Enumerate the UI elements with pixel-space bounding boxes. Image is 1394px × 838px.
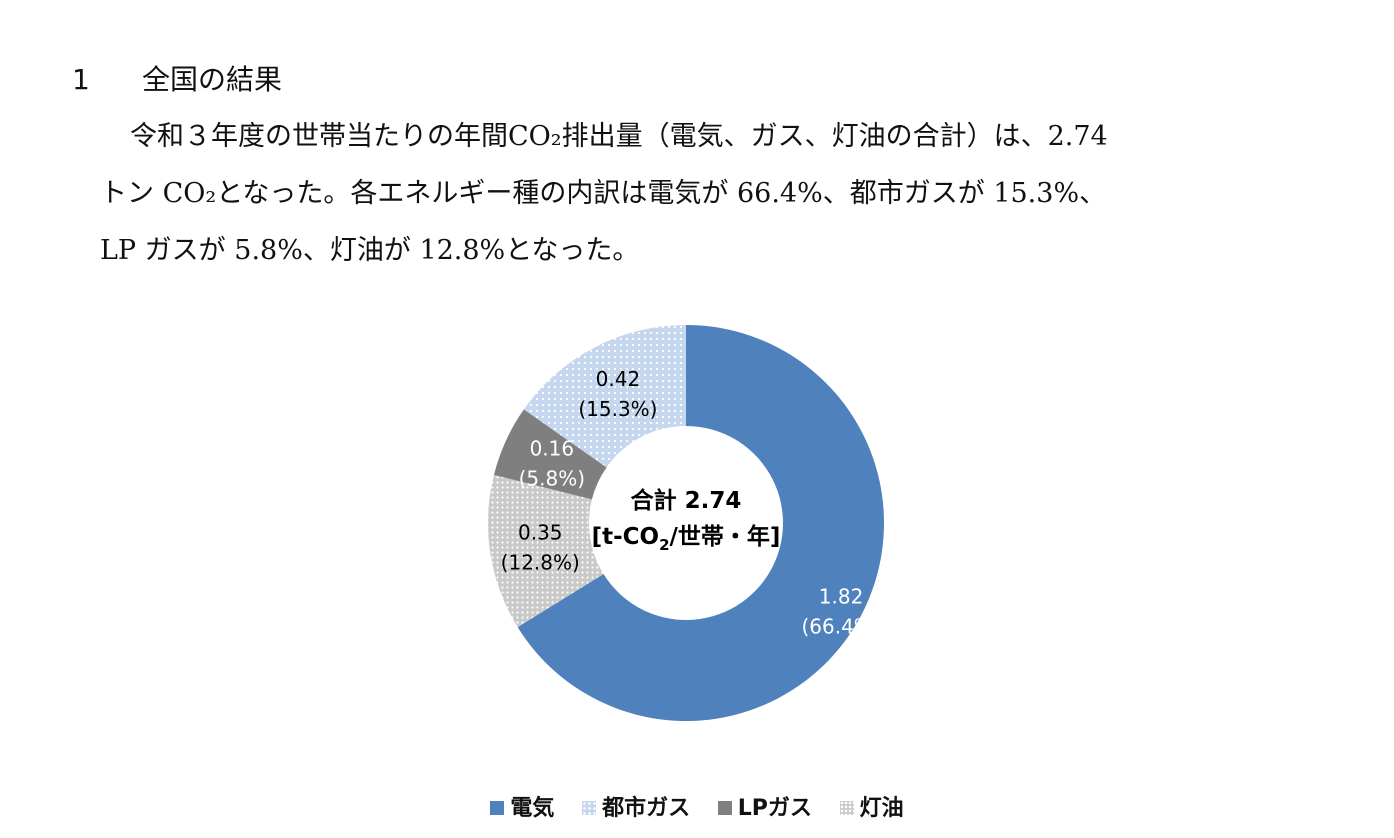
center-total-label: 合計 2.74 (631, 487, 742, 514)
slice-percent-label-toyu: (12.8%) (501, 551, 580, 575)
slice-percent-label-toshi-gas: (15.3%) (578, 397, 657, 421)
summary-paragraph: 令和３年度の世帯当たりの年間CO₂排出量（電気、ガス、灯油の合計）は、2.74 … (100, 108, 1300, 279)
legend-label-toshi-gas: 都市ガス (602, 796, 691, 821)
slice-percent-label-lp-gas: (5.8%) (519, 467, 585, 491)
legend-swatch-toyu (839, 801, 854, 815)
legend-label-toyu: 灯油 (859, 796, 904, 821)
legend-item-toshi-gas: 都市ガス (582, 790, 690, 822)
legend-swatch-denki (490, 801, 505, 815)
center-unit-label: [t-CO2/世帯・年] (592, 523, 781, 554)
slice-lp-gas (493, 409, 607, 500)
slice-value-label-lp-gas: 0.16 (530, 437, 575, 461)
section-heading: 1 全国の結果 (72, 58, 282, 98)
legend-swatch-toshi-gas (582, 801, 597, 815)
paragraph-line-2: トン CO₂となった。各エネルギー種の内訳は電気が 66.4%、都市ガスが 15… (100, 178, 1107, 209)
section-title: 全国の結果 (142, 63, 283, 96)
legend-swatch-lp-gas (717, 801, 732, 815)
slice-toshi-gas (523, 325, 686, 468)
section-number: 1 (72, 63, 90, 96)
legend-item-toyu: 灯油 (839, 790, 904, 822)
legend-label-denki: 電気 (510, 796, 555, 821)
slice-value-label-toshi-gas: 0.42 (596, 367, 641, 391)
paragraph-line-3: LP ガスが 5.8%、灯油が 12.8%となった。 (100, 235, 640, 266)
legend-label-lp-gas: LPガス (737, 796, 812, 821)
slice-value-label-toyu: 0.35 (518, 521, 563, 545)
slice-toyu (488, 474, 604, 628)
chart-legend: 電気 都市ガス LPガス 灯油 (0, 790, 1394, 822)
legend-item-denki: 電気 (490, 790, 554, 822)
slice-value-label-denki: 1.82 (819, 584, 864, 608)
center-unit-suffix: /世帯・年] (670, 523, 781, 550)
slice-denki (517, 325, 884, 721)
center-unit-prefix: [t-CO (592, 524, 659, 550)
legend-item-lp-gas: LPガス (717, 790, 812, 822)
slice-percent-label-denki: (66.4%) (801, 614, 880, 638)
paragraph-line-1: 令和３年度の世帯当たりの年間CO₂排出量（電気、ガス、灯油の合計）は、2.74 (130, 121, 1108, 152)
center-unit-subscript: 2 (659, 536, 669, 554)
